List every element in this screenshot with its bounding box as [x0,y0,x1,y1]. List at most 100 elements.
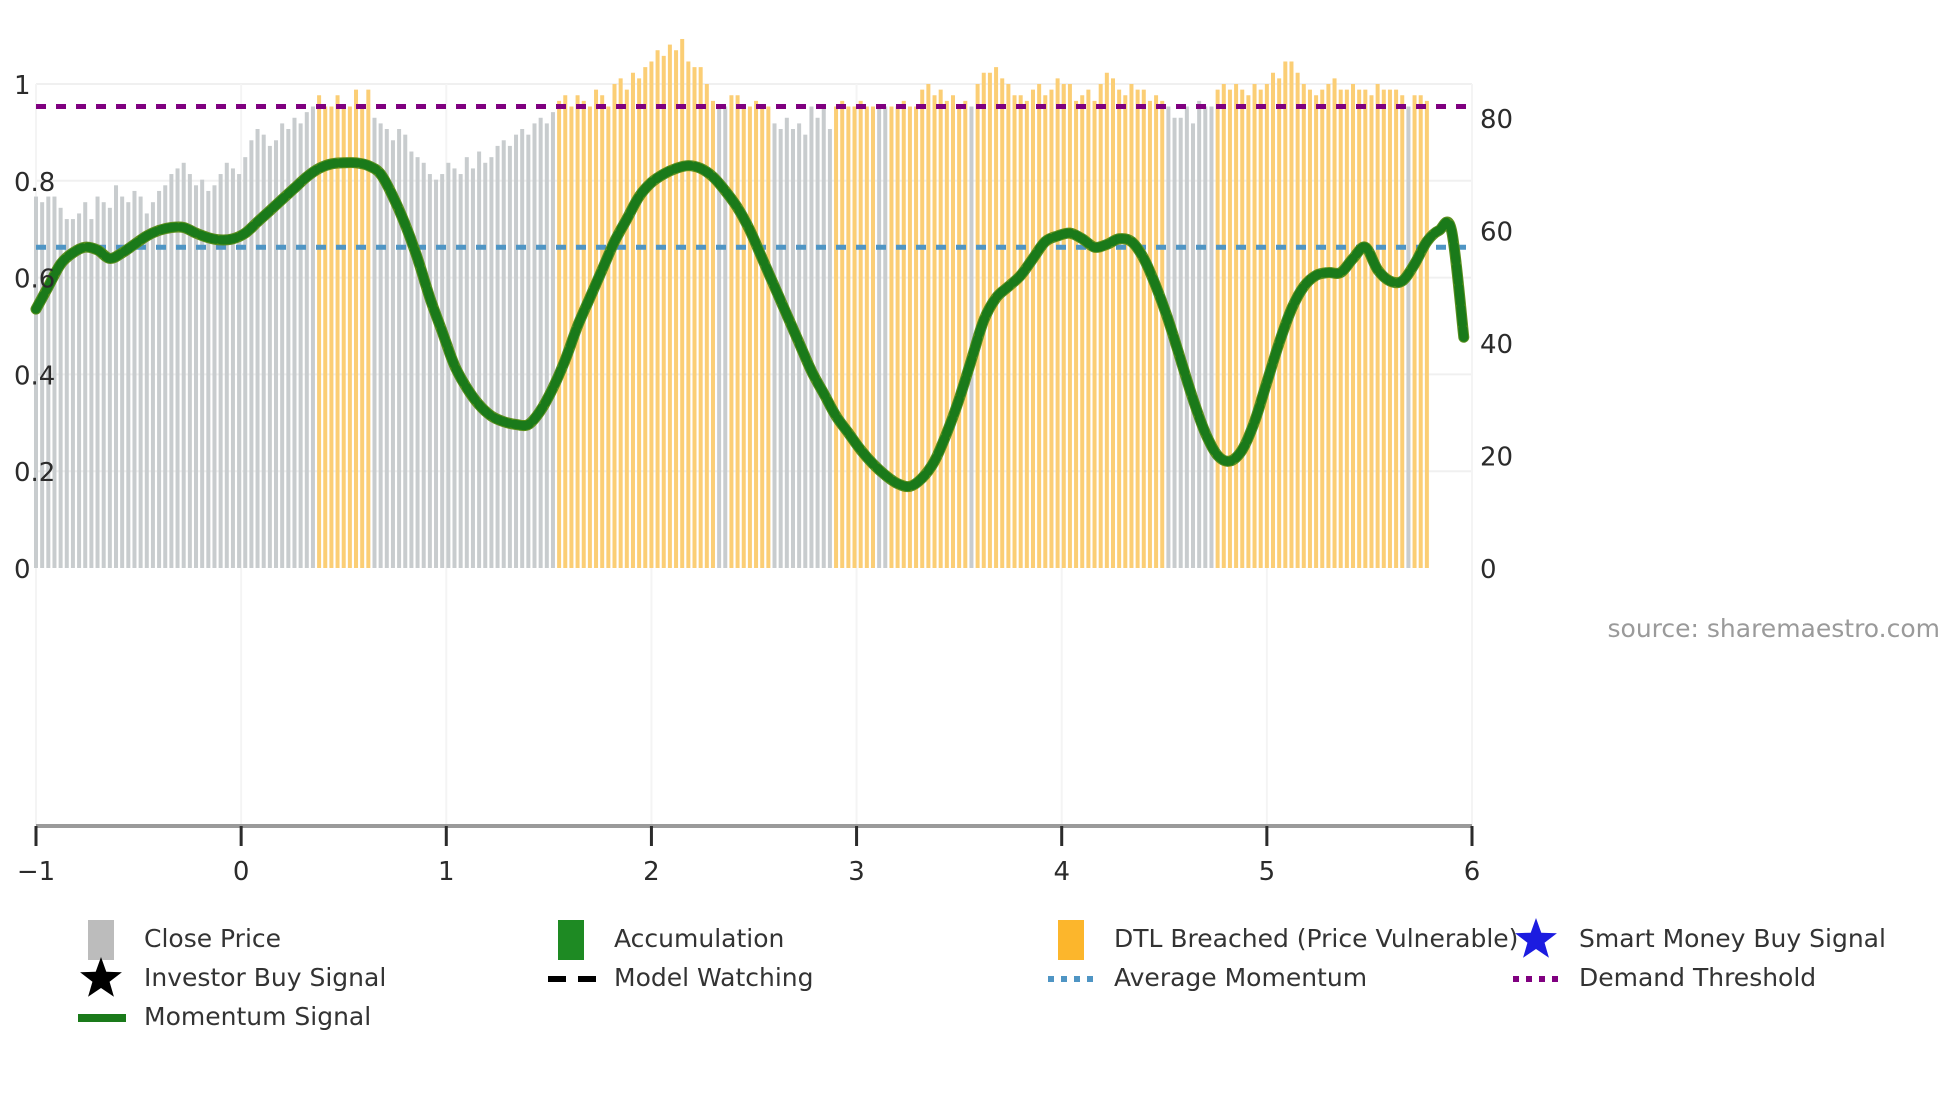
price-bar [434,179,439,569]
y-axis-right-tick-label: 40 [1480,330,1513,360]
price-bar [1074,100,1079,568]
price-bar [1295,72,1300,569]
legend-label: DTL Breached (Price Vulnerable) [1114,924,1518,953]
legend-average-momentum[interactable]: Average Momentum [1048,963,1367,992]
price-bar [532,123,537,569]
price-bar [249,140,254,568]
price-bar [778,129,783,568]
price-bar [477,151,482,568]
price-bar [132,190,137,568]
legend-investor-buy-signal[interactable]: Investor Buy Signal [80,957,386,997]
price-bar [64,219,69,568]
legend-smart-money-buy-signal[interactable]: Smart Money Buy Signal [1515,918,1886,958]
legend-momentum-signal[interactable]: Momentum Signal [78,1002,371,1031]
legend-demand-threshold[interactable]: Demand Threshold [1513,963,1816,992]
price-bar [1098,84,1103,568]
price-bar [427,174,432,569]
y-axis-right-tick-label: 60 [1480,217,1513,247]
price-bar [637,78,642,569]
price-bar [729,95,734,568]
price-bar [1117,89,1122,568]
price-bar [1111,78,1115,569]
price-bar [821,106,826,568]
price-bar [483,162,488,569]
price-bar [1338,89,1343,568]
price-bar [655,50,660,569]
source-attribution: source: sharemaestro.com [1608,614,1941,643]
price-bar [1326,84,1331,568]
price-bar [1141,89,1146,568]
price-bar [827,129,832,568]
price-bar [83,202,88,568]
price-bar [384,129,389,568]
price-bar [360,106,365,568]
price-bar [421,162,426,569]
price-bar [1369,95,1374,568]
price-bar [501,140,506,568]
price-bar [544,123,549,569]
legend-close-price[interactable]: Close Price [88,920,281,960]
legend-label: Investor Buy Signal [144,963,386,992]
x-axis-tick-label: 6 [1464,857,1481,887]
price-bar [600,95,605,568]
y-axis-left-tick-label: 0.2 [14,458,55,488]
price-bar [200,179,205,569]
price-bar [89,219,94,568]
price-bar [157,190,162,568]
price-bar [550,112,555,568]
price-bar [1197,100,1202,568]
price-bar [163,185,168,569]
price-bar [397,129,402,568]
price-bar [649,61,654,569]
price-bar [230,168,235,569]
price-bar [760,106,765,568]
price-bar [1381,89,1386,568]
legend-accumulation[interactable]: Accumulation [558,920,784,960]
legend-label: Close Price [144,924,281,953]
x-axis-tick-label: 1 [438,857,455,887]
price-bar [70,219,75,568]
price-bar [944,100,949,568]
price-bar [1221,84,1226,568]
price-bar [526,134,531,568]
price-bar [255,129,260,568]
price-bar [710,100,715,568]
price-bar [1400,95,1405,568]
price-bar [563,95,568,568]
price-bar [212,185,217,569]
price-bar [1104,72,1109,569]
price-bar [1092,100,1097,568]
price-bar [34,196,38,568]
price-bar [292,117,297,569]
price-bar [1049,89,1054,568]
legend-dtl-breached[interactable]: DTL Breached (Price Vulnerable) [1058,920,1518,960]
price-bar [852,106,857,568]
price-bar [1215,89,1220,568]
price-bar [1024,100,1029,568]
price-bar [557,100,562,568]
price-bar [514,134,519,568]
price-bar [403,134,408,568]
price-bar [120,196,125,568]
price-bar [674,50,679,569]
price-bar [1252,84,1257,568]
price-bar [895,106,900,568]
x-axis-tick-label: −1 [17,857,55,887]
legend-model-watching[interactable]: Model Watching [548,963,814,992]
price-bar [686,61,691,569]
price-bar [194,185,199,569]
price-bar [883,106,888,568]
legend-label: Accumulation [614,924,784,953]
y-axis-right-tick-label: 80 [1480,105,1513,135]
price-bar [280,123,285,569]
price-bar [864,106,869,568]
price-bar [1246,95,1251,568]
price-bar [950,95,955,568]
legend-swatch-square [1058,920,1084,960]
price-bar [846,106,851,568]
price-bar [772,123,777,569]
price-bar [58,207,63,568]
price-bar [243,157,248,568]
price-bar [1000,78,1005,569]
price-bar [1191,123,1196,569]
